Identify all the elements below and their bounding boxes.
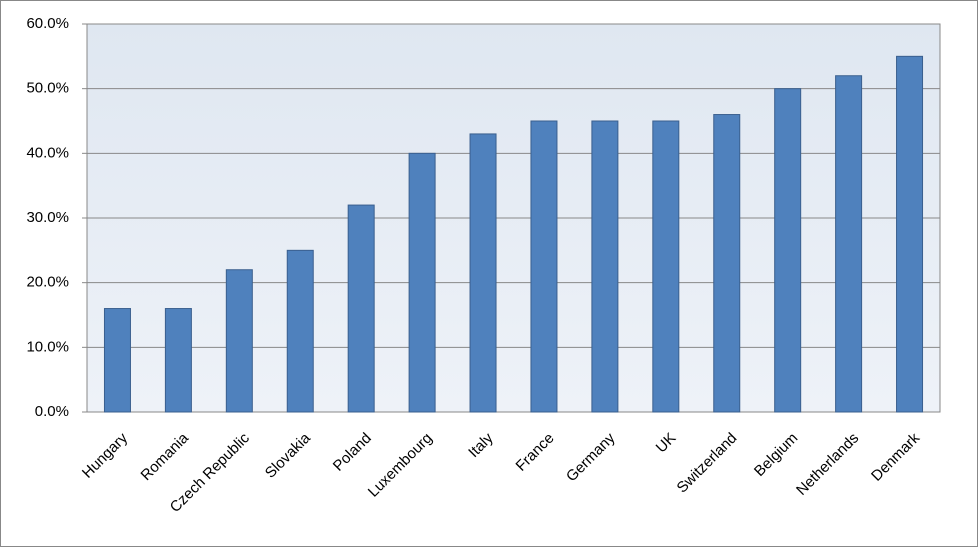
- bar: [774, 88, 802, 413]
- y-tick-label: 30.0%: [26, 209, 69, 226]
- y-tick-label: 20.0%: [26, 274, 69, 291]
- bar: [835, 75, 863, 413]
- y-tick-label: 0.0%: [35, 403, 69, 420]
- bar: [103, 308, 131, 413]
- bar: [469, 133, 497, 413]
- y-tick-label: 50.0%: [26, 80, 69, 97]
- y-tick-label: 10.0%: [26, 338, 69, 355]
- bar: [652, 120, 680, 413]
- bar: [286, 249, 314, 413]
- bar: [713, 114, 741, 413]
- y-tick-label: 60.0%: [26, 15, 69, 32]
- bar: [408, 152, 436, 413]
- bar: [347, 204, 375, 413]
- bar: [591, 120, 619, 413]
- y-tick-label: 40.0%: [26, 144, 69, 161]
- bar: [530, 120, 558, 413]
- bar: [896, 55, 924, 413]
- bar: [225, 269, 253, 413]
- bar: [164, 308, 192, 413]
